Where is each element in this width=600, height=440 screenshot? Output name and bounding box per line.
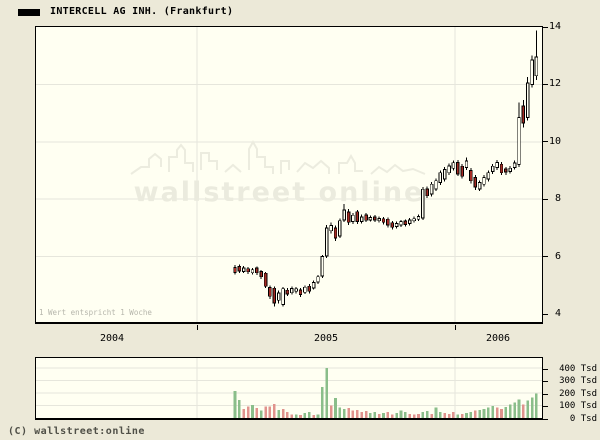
price-tick-mark [543, 141, 548, 143]
price-tick-mark [543, 256, 548, 258]
volume-tick-mark [543, 381, 548, 382]
volume-bars-svg [36, 358, 542, 418]
price-tick-mark [543, 313, 548, 315]
volume-tick-mark [543, 393, 548, 395]
volume-tick-label: 0 Tsd [569, 413, 597, 424]
volume-tick-label: 200 Tsd [559, 388, 597, 399]
chart-title: INTERCELL AG INH. (Frankfurt) [50, 6, 234, 17]
price-tick-mark [543, 83, 548, 85]
price-tick-label: 10 [548, 135, 561, 147]
legend-swatch [18, 9, 40, 16]
candlestick-svg [36, 27, 542, 322]
price-pane: wallstreet online [35, 26, 543, 324]
timeframe-note: 1 Wert entspricht 1 Woche [39, 308, 152, 317]
x-axis-year-tick [197, 325, 198, 330]
candlestick-chart [36, 27, 542, 322]
volume-pane [35, 357, 543, 420]
price-tick-label: 14 [548, 21, 561, 32]
volume-chart [36, 358, 542, 418]
volume-tick-label: 100 Tsd [559, 401, 597, 411]
price-tick-mark [543, 26, 548, 28]
copyright-text: (C) wallstreet:online [8, 426, 145, 437]
x-axis-year-tick [455, 325, 456, 330]
x-axis-year-label: 2004 [99, 333, 125, 344]
volume-tick-mark [543, 406, 548, 407]
x-axis-year-label: 2005 [313, 333, 339, 344]
volume-tick-mark [543, 418, 548, 420]
price-tick-label: 4 [554, 308, 561, 319]
volume-tick-mark [543, 368, 548, 370]
price-tick-label: 6 [554, 250, 561, 262]
volume-tick-label: 300 Tsd [559, 376, 597, 386]
x-axis-year-label: 2006 [485, 333, 511, 344]
price-tick-label: 8 [554, 193, 561, 205]
price-tick-label: 12 [548, 78, 561, 90]
volume-tick-label: 400 Tsd [559, 363, 597, 374]
price-tick-mark [543, 198, 548, 200]
